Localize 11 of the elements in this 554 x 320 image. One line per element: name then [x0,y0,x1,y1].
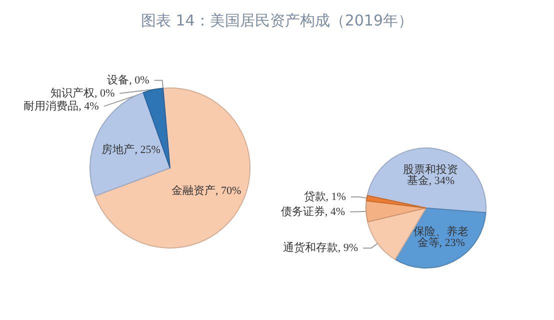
slice-label: 房地产, 25% [102,142,160,156]
slice-label: 保险、养老金等, 23% [414,224,469,249]
slice-label: 耐用消费品, 4% [24,99,99,112]
slice-label: 债务证券, 4% [280,204,346,218]
slice-label: 股票和投资基金, 34% [403,162,458,187]
legend-label: 知识产权, 0% [50,86,115,100]
slice-label: 通货和存款, 9% [282,241,358,254]
slice-label: 贷款, 1% [304,190,346,203]
slice-label: 金融资产, 70% [172,184,242,197]
legend-label: 设备, 0% [107,74,150,86]
chart-title: 图表 14：美国居民资产构成（2019年） [140,12,414,30]
